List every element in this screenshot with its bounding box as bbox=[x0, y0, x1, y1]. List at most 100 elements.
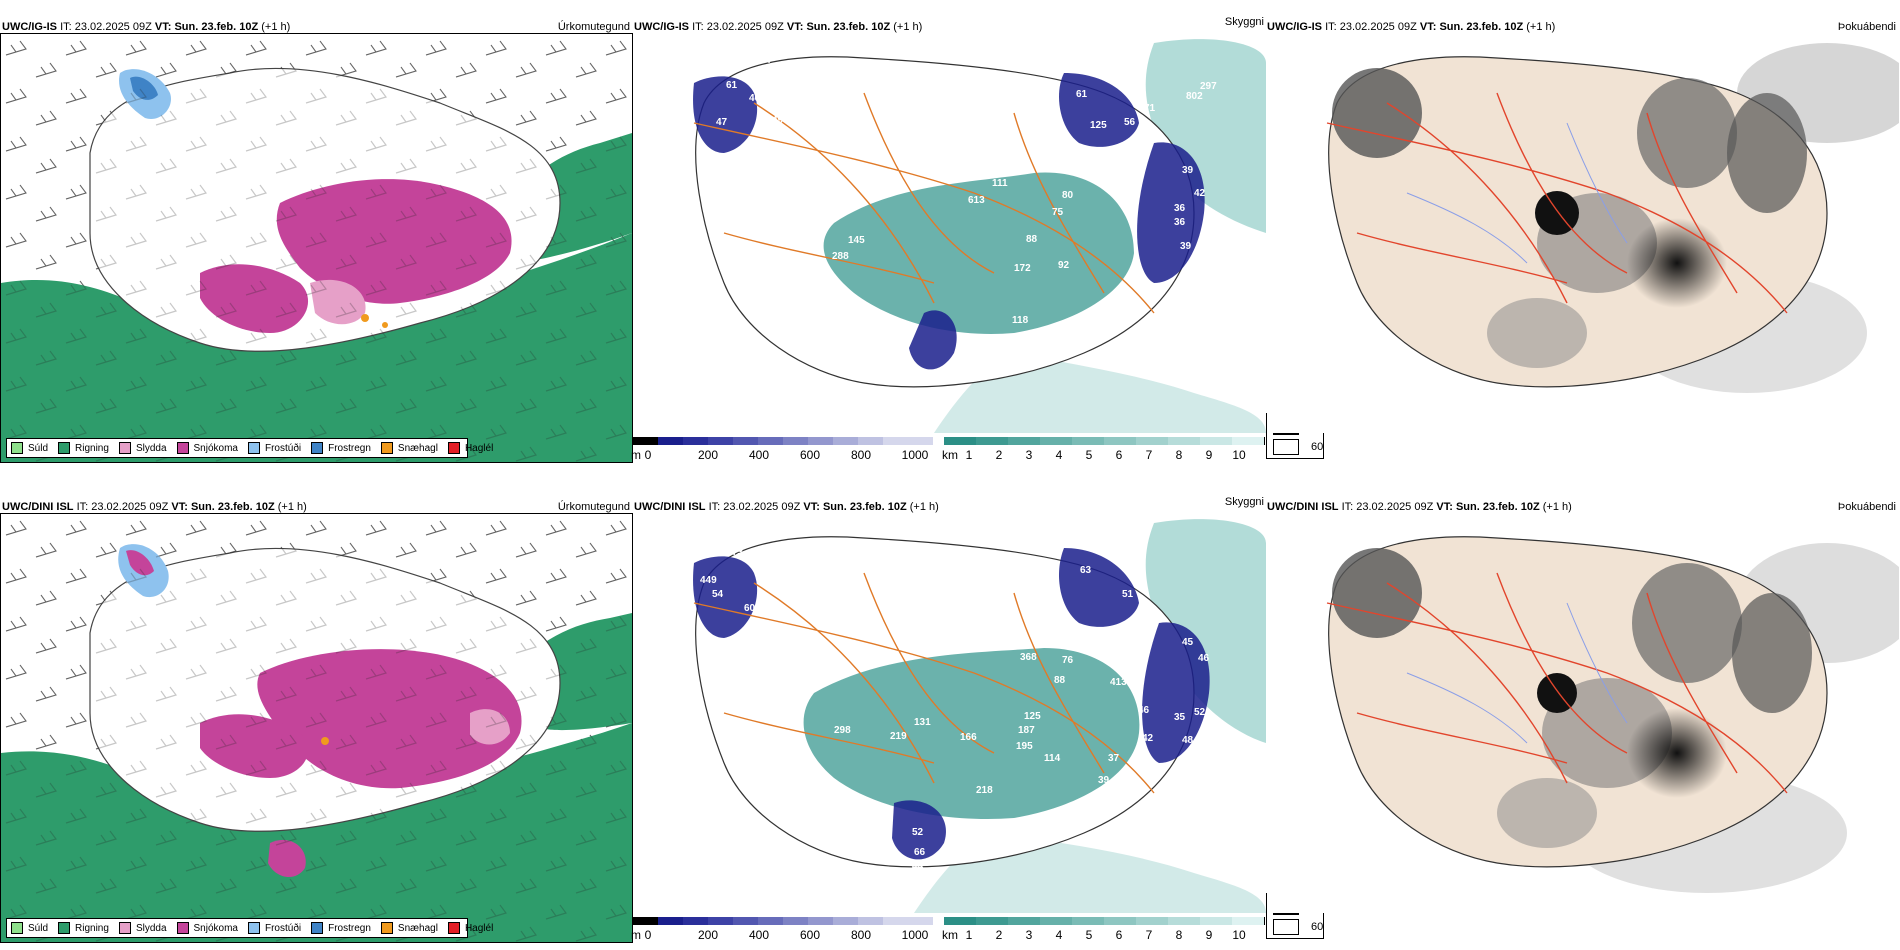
legend-label: Súld bbox=[28, 442, 49, 454]
cloud-base-label: 187 bbox=[1018, 725, 1035, 736]
colorbar-tick: 1000 bbox=[901, 928, 929, 942]
colorbar-segment bbox=[733, 437, 759, 445]
colorbar-segment bbox=[1040, 437, 1073, 445]
valid-label: VT: bbox=[171, 501, 188, 513]
colorbar-segment bbox=[1200, 917, 1233, 925]
cloud-base-label: 71 bbox=[768, 623, 780, 634]
cloud-base-label: 413 bbox=[1110, 677, 1127, 688]
cloud-base-label: 46 bbox=[1068, 337, 1080, 348]
cloud-base-area bbox=[1142, 622, 1210, 763]
legend-swatch bbox=[311, 922, 324, 934]
colorbar-tick: 7 bbox=[1145, 448, 1153, 462]
cloud-base-label: 88 bbox=[1026, 234, 1038, 245]
cloud-base-label: 131 bbox=[914, 717, 931, 728]
valid-label: VT: bbox=[803, 501, 820, 513]
lead-time: (+1 h) bbox=[1526, 21, 1556, 33]
precip-type-map bbox=[0, 33, 633, 463]
cloud-base-label: 93 bbox=[910, 365, 922, 376]
legend-item: Haglél bbox=[447, 922, 493, 934]
fog-legend-swatch bbox=[1273, 439, 1299, 455]
cloud-base-label: 46 bbox=[1198, 653, 1210, 664]
cloud-base-label: 61 bbox=[956, 830, 968, 841]
legend-item: Súld bbox=[11, 922, 48, 934]
visibility-field bbox=[1145, 39, 1266, 233]
precip-legend: Súld Rigning Slydda Snjókoma Frostúði Fr… bbox=[6, 438, 493, 458]
road-network bbox=[693, 92, 1155, 314]
legend-item: Frostúði bbox=[247, 922, 301, 934]
cloud-base-label: 46 bbox=[1138, 705, 1150, 716]
colorbar-tick: 400 bbox=[748, 448, 770, 462]
valid-time: Sun. 23.feb. 10Z bbox=[822, 501, 907, 513]
panel-header: UWC/IG-IS IT: 23.02.2025 09Z VT: Sun. 23… bbox=[1267, 21, 1555, 33]
cloud-base-label: 36 bbox=[1174, 203, 1186, 214]
colorbar-segment bbox=[858, 917, 884, 925]
cloud-base-label: 92 bbox=[1058, 260, 1070, 271]
legend-item: Slydda bbox=[118, 442, 167, 454]
cloud-base-label: 42 bbox=[1194, 188, 1206, 199]
legend-label: Snjókoma bbox=[193, 442, 238, 454]
legend-swatch bbox=[176, 442, 189, 454]
colorbar-tick: 800 bbox=[850, 448, 872, 462]
legend-label: Snjókoma bbox=[193, 922, 238, 934]
cloud-base-label: 44 bbox=[912, 861, 924, 872]
colorbar-tick: 7 bbox=[1145, 928, 1153, 942]
colorbar-segment bbox=[976, 437, 1009, 445]
colorbar-segment bbox=[683, 437, 709, 445]
colorbar-segment bbox=[708, 437, 734, 445]
valid-time: Sun. 23.feb. 10Z bbox=[806, 21, 891, 33]
cloud-base-label: 60 bbox=[744, 603, 756, 614]
colorbar-tick: 4 bbox=[1055, 448, 1063, 462]
precip-legend: Súld Rigning Slydda Snjókoma Frostúði Fr… bbox=[6, 918, 493, 938]
cloud-base-label: 368 bbox=[1020, 652, 1037, 663]
road-network bbox=[693, 572, 1155, 794]
cloud-base-colorbar: m 0 200 400 600 800 1000 bbox=[631, 917, 935, 943]
cloud-base-label: 118 bbox=[1012, 315, 1029, 326]
colorbar-segment bbox=[858, 437, 884, 445]
lead-time: (+1 h) bbox=[1542, 501, 1572, 513]
cloud-base-colorbar: m 0 200 400 600 800 1000 bbox=[631, 437, 935, 463]
fog-field bbox=[1627, 708, 1727, 798]
valid-time: Sun. 23.feb. 10Z bbox=[190, 501, 275, 513]
colorbar-segment bbox=[1104, 437, 1137, 445]
colorbar-segment bbox=[1168, 437, 1201, 445]
legend-item: Slydda bbox=[118, 922, 167, 934]
colorbar-tick: 1 bbox=[965, 448, 973, 462]
colorbar-segment bbox=[1136, 917, 1169, 925]
legend-swatch bbox=[447, 922, 460, 934]
model-name: UWC/DINI ISL bbox=[2, 501, 74, 513]
fog-field bbox=[1332, 68, 1422, 158]
cloud-base-label: 61 bbox=[1076, 89, 1088, 100]
colorbar-tick: 800 bbox=[850, 928, 872, 942]
colorbar-tick: 5 bbox=[1085, 448, 1093, 462]
visibility-map: 104 61 40 47 49 75 71 61 57 125 56 101 7… bbox=[634, 33, 1266, 433]
colorbar-tick: 200 bbox=[697, 448, 719, 462]
legend-swatch bbox=[11, 922, 23, 934]
cloud-base-label: 172 bbox=[1014, 263, 1031, 274]
init-time: 23.02.2025 09Z bbox=[1356, 501, 1434, 513]
cloud-base-label: 52 bbox=[912, 827, 924, 838]
cloud-base-label: 52 bbox=[1194, 707, 1206, 718]
panel-header: UWC/IG-IS IT: 23.02.2025 09Z VT: Sun. 23… bbox=[2, 21, 290, 33]
colorbar-tick: 9 bbox=[1205, 448, 1213, 462]
colorbar-segment bbox=[944, 917, 977, 925]
cloud-base-label: 49 bbox=[772, 115, 784, 126]
cloud-base-label: 52 bbox=[770, 573, 782, 584]
cloud-base-label: 145 bbox=[848, 235, 865, 246]
legend-label: Rigning bbox=[75, 442, 109, 454]
cloud-base-label: 166 bbox=[960, 732, 977, 743]
cloud-base-area bbox=[892, 800, 946, 860]
cloud-base-label: 44 bbox=[758, 551, 770, 562]
cloud-base-label: 104 bbox=[754, 55, 771, 66]
cloud-base-label: 36 bbox=[1068, 817, 1080, 828]
colorbar-segment bbox=[783, 917, 809, 925]
colorbar-segment bbox=[733, 917, 759, 925]
legend-label: Frostúði bbox=[264, 442, 302, 454]
colorbar-tick: 2 bbox=[995, 928, 1003, 942]
legend-swatch bbox=[58, 922, 71, 934]
colorbar-tick: 8 bbox=[1175, 928, 1183, 942]
cloud-base-label: 282 bbox=[1038, 627, 1055, 638]
legend-label: Slydda bbox=[135, 922, 167, 934]
colorbar-tick: 1000 bbox=[901, 448, 929, 462]
fog-field bbox=[1535, 191, 1579, 235]
cloud-base-label: 54 bbox=[712, 589, 724, 600]
